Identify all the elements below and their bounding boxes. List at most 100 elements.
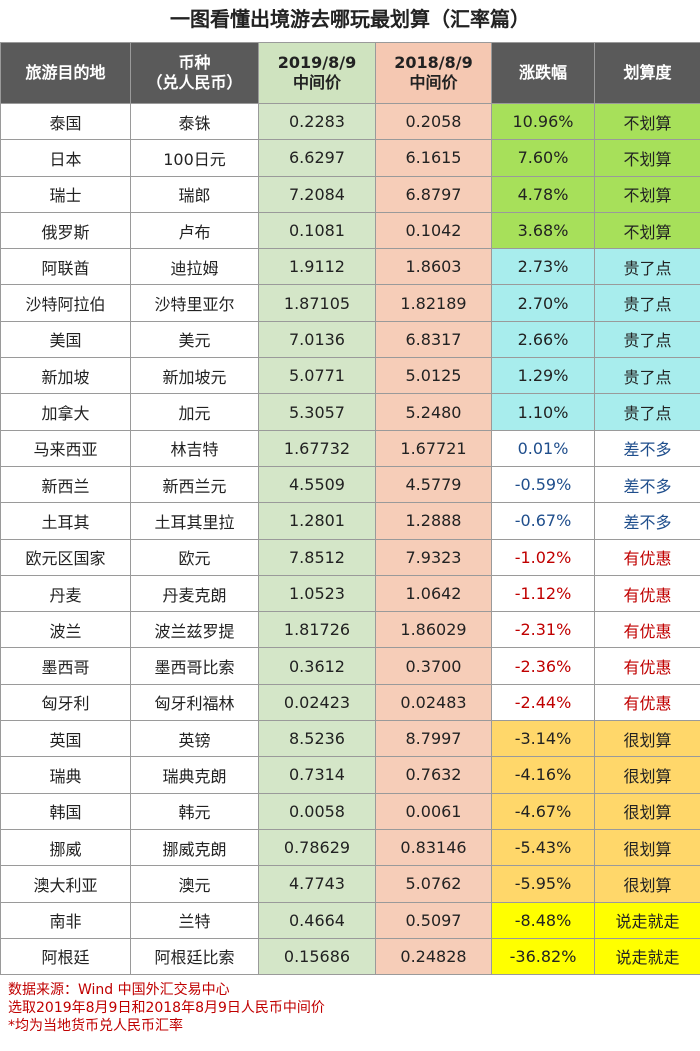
cell-rate-2018: 0.3700: [375, 647, 492, 685]
table-row: 俄罗斯 卢布 0.1081 0.1042 3.68% 不划算: [0, 211, 700, 250]
header-worth: 划算度: [594, 42, 700, 104]
cell-currency: 瑞典克朗: [130, 756, 259, 794]
cell-rate-2019: 1.9112: [258, 248, 376, 286]
cell-rate-2018: 0.2058: [375, 102, 492, 141]
cell-rate-2018: 6.8797: [375, 175, 492, 213]
cell-currency: 瑞郎: [130, 175, 259, 213]
cell-destination: 波兰: [0, 611, 131, 649]
cell-change: -1.12%: [491, 574, 595, 613]
cell-change: 4.78%: [491, 175, 595, 213]
cell-rate-2018: 1.8603: [375, 248, 492, 286]
header-destination: 旅游目的地: [0, 42, 131, 104]
cell-destination: 英国: [0, 720, 131, 758]
cell-rate-2018: 0.1042: [375, 211, 492, 250]
cell-rate-2019: 5.0771: [258, 357, 376, 395]
table-row: 马来西亚 林吉特 1.67732 1.67721 0.01% 差不多: [0, 429, 700, 467]
cell-worth: 贵了点: [594, 320, 700, 359]
cell-rate-2019: 6.6297: [258, 139, 376, 177]
cell-change: -0.59%: [491, 465, 595, 504]
cell-currency: 迪拉姆: [130, 248, 259, 286]
cell-worth: 贵了点: [594, 393, 700, 431]
cell-change: -4.16%: [491, 756, 595, 794]
cell-worth: 很划算: [594, 756, 700, 794]
table-row: 土耳其 土耳其里拉 1.2801 1.2888 -0.67% 差不多: [0, 502, 700, 540]
cell-worth: 差不多: [594, 465, 700, 504]
cell-currency: 土耳其里拉: [130, 502, 259, 540]
table-row: 丹麦 丹麦克朗 1.0523 1.0642 -1.12% 有优惠: [0, 574, 700, 613]
cell-worth: 有优惠: [594, 647, 700, 685]
cell-change: 1.29%: [491, 357, 595, 395]
cell-currency: 英镑: [130, 720, 259, 758]
table-row: 瑞典 瑞典克朗 0.7314 0.7632 -4.16% 很划算: [0, 756, 700, 794]
cell-rate-2018: 0.7632: [375, 756, 492, 794]
table-row: 日本 100日元 6.6297 6.1615 7.60% 不划算: [0, 139, 700, 177]
cell-destination: 沙特阿拉伯: [0, 284, 131, 322]
cell-change: -5.95%: [491, 865, 595, 903]
table-row: 阿根廷 阿根廷比索 0.15686 0.24828 -36.82% 说走就走: [0, 937, 700, 976]
cell-currency: 泰铢: [130, 102, 259, 141]
table-row: 墨西哥 墨西哥比索 0.3612 0.3700 -2.36% 有优惠: [0, 647, 700, 685]
cell-currency: 加元: [130, 393, 259, 431]
cell-worth: 很划算: [594, 792, 700, 830]
cell-worth: 有优惠: [594, 683, 700, 722]
table-row: 英国 英镑 8.5236 8.7997 -3.14% 很划算: [0, 720, 700, 758]
cell-currency: 新西兰元: [130, 465, 259, 504]
cell-destination: 俄罗斯: [0, 211, 131, 250]
cell-change: 2.66%: [491, 320, 595, 359]
table-row: 韩国 韩元 0.0058 0.0061 -4.67% 很划算: [0, 792, 700, 830]
cell-worth: 贵了点: [594, 248, 700, 286]
cell-rate-2018: 0.83146: [375, 828, 492, 867]
table-row: 挪威 挪威克朗 0.78629 0.83146 -5.43% 很划算: [0, 828, 700, 867]
header-change: 涨跌幅: [491, 42, 595, 104]
cell-currency: 丹麦克朗: [130, 574, 259, 613]
cell-rate-2019: 7.0136: [258, 320, 376, 359]
cell-rate-2018: 0.24828: [375, 937, 492, 976]
table-row: 新西兰 新西兰元 4.5509 4.5779 -0.59% 差不多: [0, 465, 700, 504]
cell-rate-2019: 4.5509: [258, 465, 376, 504]
cell-destination: 阿根廷: [0, 937, 131, 976]
cell-change: 3.68%: [491, 211, 595, 250]
cell-worth: 有优惠: [594, 574, 700, 613]
cell-currency: 波兰兹罗提: [130, 611, 259, 649]
cell-rate-2019: 0.78629: [258, 828, 376, 867]
cell-change: -5.43%: [491, 828, 595, 867]
cell-destination: 瑞典: [0, 756, 131, 794]
cell-destination: 挪威: [0, 828, 131, 867]
table-row: 美国 美元 7.0136 6.8317 2.66% 贵了点: [0, 320, 700, 359]
cell-worth: 说走就走: [594, 937, 700, 976]
table-row: 泰国 泰铢 0.2283 0.2058 10.96% 不划算: [0, 102, 700, 141]
table-row: 阿联酋 迪拉姆 1.9112 1.8603 2.73% 贵了点: [0, 248, 700, 286]
cell-destination: 匈牙利: [0, 683, 131, 722]
cell-rate-2018: 5.0762: [375, 865, 492, 903]
cell-rate-2019: 4.7743: [258, 865, 376, 903]
exchange-rate-table: 旅游目的地 币种 （兑人民币） 2019/8/9 中间价 2018/8/9 中间价 涨…: [0, 42, 700, 976]
cell-currency: 新加坡元: [130, 357, 259, 395]
cell-currency: 美元: [130, 320, 259, 359]
table-row: 加拿大 加元 5.3057 5.2480 1.10% 贵了点: [0, 393, 700, 431]
footer-note: *均为当地货币兑人民币汇率: [8, 1018, 183, 1035]
page-title: 一图看懂出境游去哪玩最划算（汇率篇）: [170, 7, 530, 31]
cell-rate-2018: 8.7997: [375, 720, 492, 758]
cell-worth: 不划算: [594, 102, 700, 141]
cell-destination: 泰国: [0, 102, 131, 141]
table-row: 欧元区国家 欧元 7.8512 7.9323 -1.02% 有优惠: [0, 538, 700, 576]
cell-currency: 阿根廷比索: [130, 937, 259, 976]
table-row: 匈牙利 匈牙利福林 0.02423 0.02483 -2.44% 有优惠: [0, 683, 700, 722]
cell-rate-2018: 0.02483: [375, 683, 492, 722]
cell-currency: 匈牙利福林: [130, 683, 259, 722]
cell-rate-2019: 8.5236: [258, 720, 376, 758]
cell-rate-2019: 0.15686: [258, 937, 376, 976]
cell-rate-2019: 0.1081: [258, 211, 376, 250]
cell-destination: 欧元区国家: [0, 538, 131, 576]
cell-change: 1.10%: [491, 393, 595, 431]
cell-destination: 澳大利亚: [0, 865, 131, 903]
cell-rate-2019: 0.3612: [258, 647, 376, 685]
cell-rate-2018: 1.0642: [375, 574, 492, 613]
cell-rate-2018: 5.2480: [375, 393, 492, 431]
cell-destination: 马来西亚: [0, 429, 131, 467]
footer-source: 数据来源：Wind 中国外汇交易中心: [8, 982, 230, 999]
header-rate-2019: 2019/8/9 中间价: [258, 42, 376, 104]
cell-change: -36.82%: [491, 937, 595, 976]
cell-rate-2018: 5.0125: [375, 357, 492, 395]
cell-rate-2018: 0.0061: [375, 792, 492, 830]
